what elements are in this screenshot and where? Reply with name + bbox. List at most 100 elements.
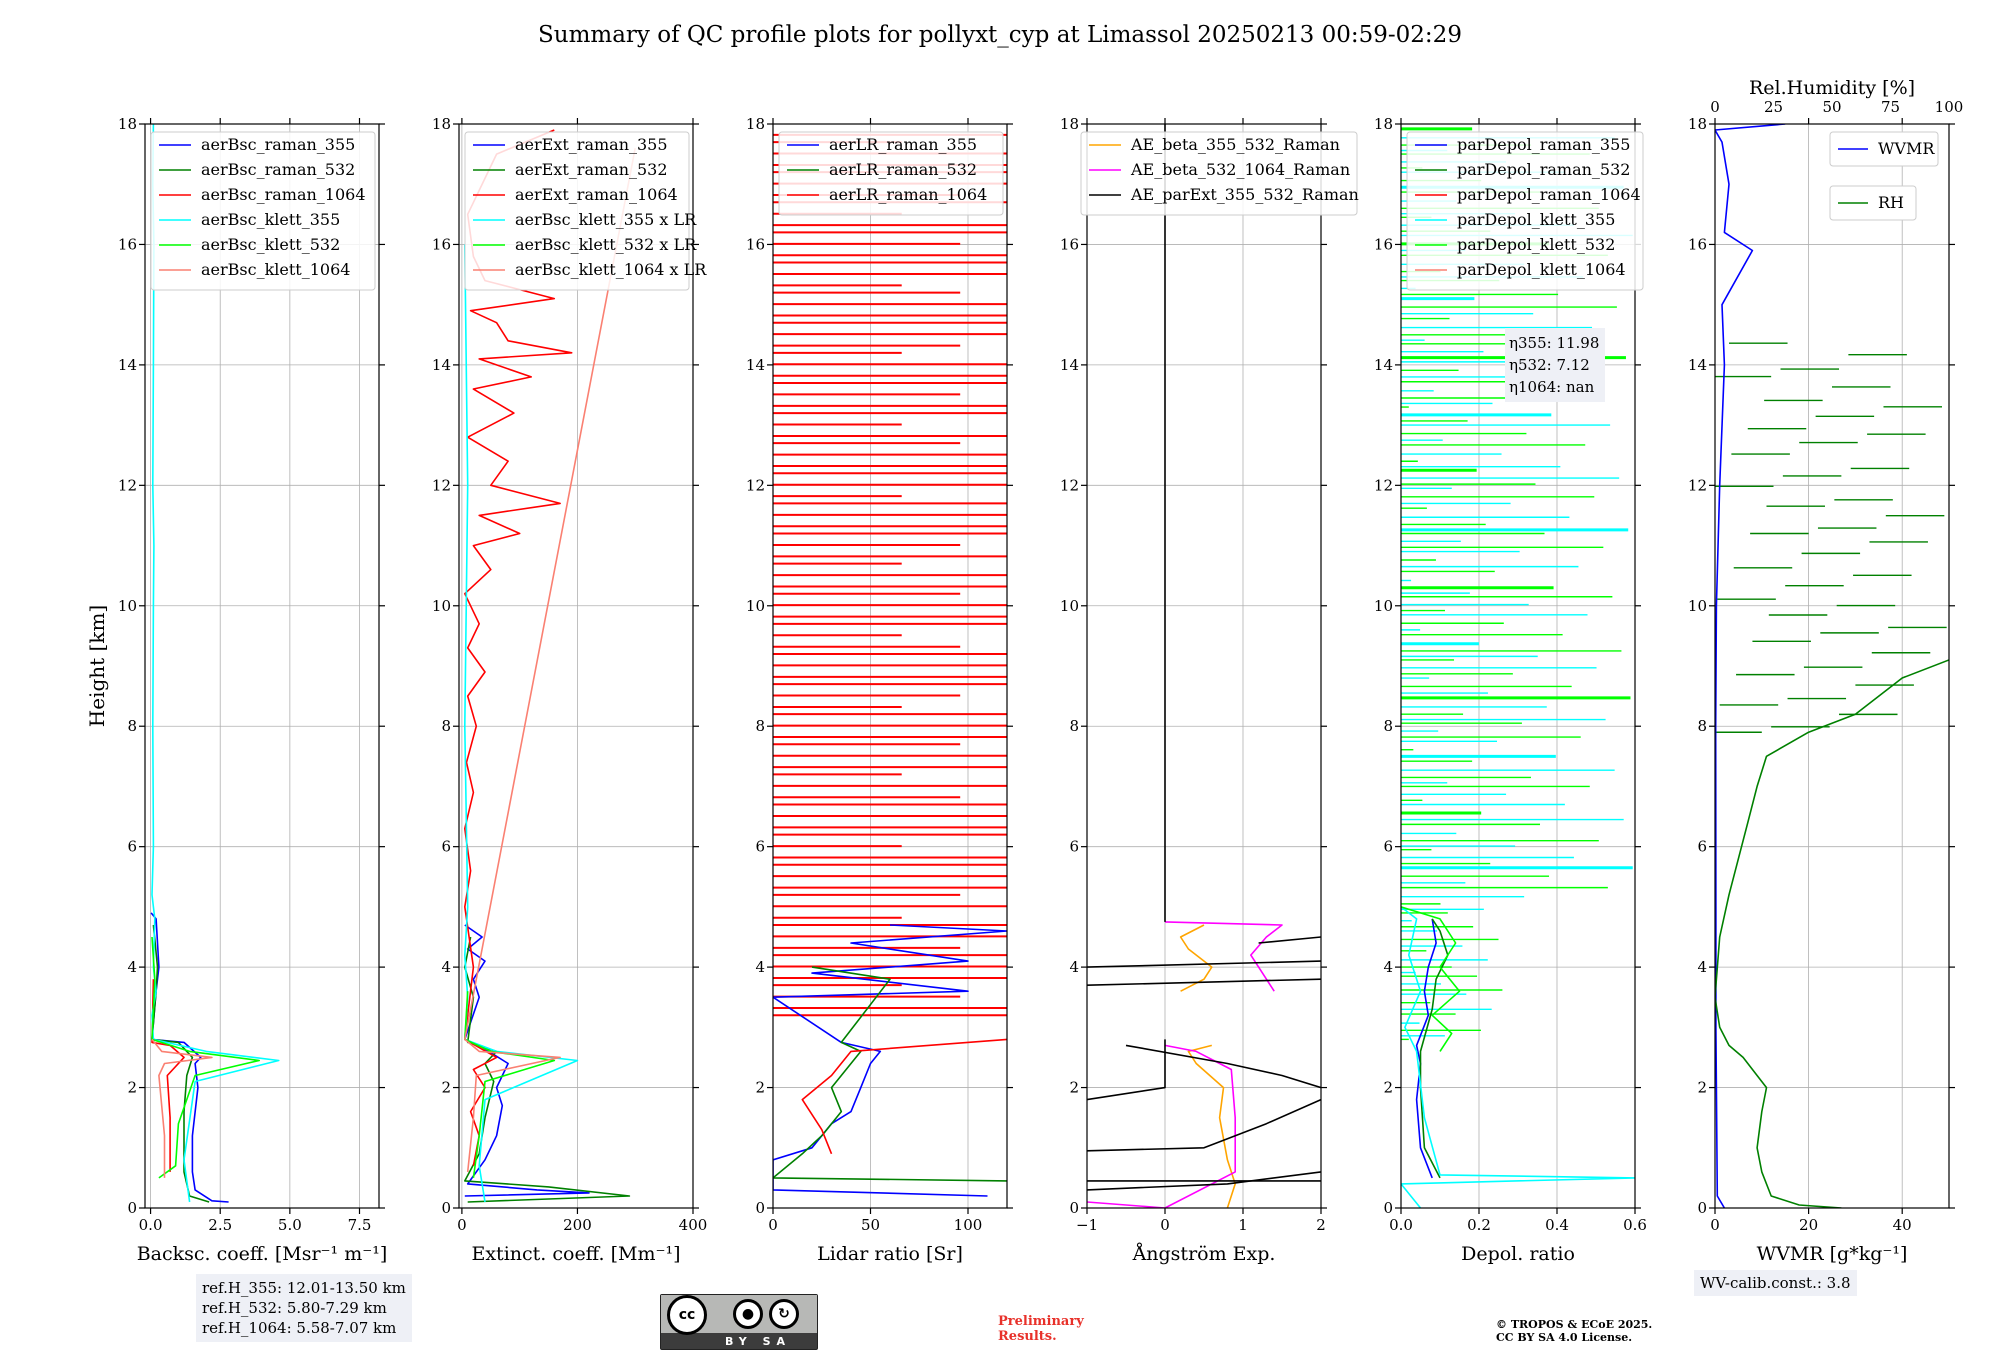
axes-frame bbox=[1086, 123, 1322, 1209]
series-AE_beta_532_1064_Raman bbox=[1164, 921, 1283, 992]
series-AE_parExt_355_532_Raman bbox=[1087, 978, 1321, 986]
legend-rh: RH bbox=[1829, 185, 1917, 221]
y-tick-label: 0 bbox=[1383, 1199, 1393, 1217]
wv-calibration-constant: WV-calib.const.: 3.8 bbox=[1694, 1270, 1857, 1296]
series-AE_beta_532_1064_Raman bbox=[1087, 1044, 1236, 1208]
series-aerBsc_raman_532 bbox=[151, 924, 210, 1203]
y-tick-label: 2 bbox=[1697, 1079, 1707, 1097]
plot-area-wv bbox=[1715, 124, 1949, 1208]
ref-height-355: ref.H_355: 12.01-13.50 km bbox=[202, 1279, 406, 1297]
series-aerBsc_klett_1064 bbox=[151, 1038, 213, 1178]
x-axis-label: Depol. ratio bbox=[1461, 1243, 1575, 1265]
x-tick-label: 40 bbox=[1893, 1216, 1912, 1234]
legend-label: AE_beta_532_1064_Raman bbox=[1130, 160, 1350, 179]
axes-frame bbox=[1400, 123, 1636, 1209]
reference-heights-box: ref.H_355: 12.01-13.50 km ref.H_532: 5.8… bbox=[196, 1274, 412, 1342]
y-tick-label: 18 bbox=[1060, 115, 1079, 133]
y-tick-label: 2 bbox=[1383, 1079, 1393, 1097]
series-AE_parExt_355_532_Raman bbox=[1125, 1044, 1321, 1089]
eta-value: η1064: nan bbox=[1509, 378, 1595, 396]
legend-box bbox=[1829, 131, 1939, 167]
y-tick-label: 8 bbox=[1697, 717, 1707, 735]
cc-icon: cc bbox=[667, 1295, 707, 1335]
series-aerExt_raman_1064 bbox=[463, 129, 573, 1166]
eta-value: η532: 7.12 bbox=[1509, 356, 1590, 374]
x-tick-label: 0 bbox=[1160, 1216, 1170, 1234]
legend-label: WVMR bbox=[1878, 139, 1935, 158]
y-tick-label: 6 bbox=[1069, 838, 1079, 856]
series-parDepol_raman_532 bbox=[1419, 918, 1449, 1179]
eta-value: η355: 11.98 bbox=[1509, 334, 1599, 352]
y-tick-label: 2 bbox=[127, 1079, 137, 1097]
y-tick-label: 6 bbox=[755, 838, 765, 856]
legend-box bbox=[150, 131, 376, 291]
top-tick-label: 25 bbox=[1764, 98, 1783, 116]
x-tick-label: 0 bbox=[768, 1216, 778, 1234]
x-tick-label: 2.5 bbox=[208, 1216, 232, 1234]
series-parDepol_raman_355 bbox=[1415, 918, 1437, 1179]
y-tick-label: 12 bbox=[1060, 476, 1079, 494]
top-tick-label: 100 bbox=[1935, 98, 1964, 116]
y-tick-label: 0 bbox=[755, 1199, 765, 1217]
ref-height-532: ref.H_532: 5.80-7.29 km bbox=[202, 1299, 387, 1317]
legend-label: AE_parExt_355_532_Raman bbox=[1130, 185, 1359, 204]
series-aerBsc_klett_532 bbox=[151, 936, 261, 1179]
legend-label: aerExt_raman_1064 bbox=[515, 185, 678, 204]
ref-height-1064: ref.H_1064: 5.58-7.07 km bbox=[202, 1319, 397, 1337]
y-tick-label: 8 bbox=[441, 717, 451, 735]
legend-depol: parDepol_raman_355 parDepol_raman_532 parD… bbox=[1406, 131, 1644, 291]
y-tick-label: 4 bbox=[127, 958, 137, 976]
panel-ext: 0 2 4 6 8 10 12 14 16 18 0 200 400 Extinct. coeff. [M… bbox=[432, 115, 707, 1265]
legend-label: aerExt_raman_532 bbox=[515, 160, 668, 179]
y-tick-label: 10 bbox=[1060, 597, 1079, 615]
x-tick-label: 0.4 bbox=[1545, 1216, 1569, 1234]
x-tick-label: 0.0 bbox=[1389, 1216, 1413, 1234]
legend-label: aerLR_raman_1064 bbox=[829, 185, 987, 204]
y-tick-label: 16 bbox=[118, 235, 137, 253]
legend-box bbox=[1080, 131, 1358, 216]
legend-label: aerBsc_raman_1064 bbox=[201, 185, 366, 204]
legend-label: aerBsc_klett_532 bbox=[201, 235, 340, 254]
legend-label: aerBsc_klett_532 x LR bbox=[515, 235, 697, 254]
y-tick-label: 10 bbox=[432, 597, 451, 615]
legend-label: aerLR_raman_532 bbox=[829, 160, 977, 179]
legend-wvmr: WVMR bbox=[1829, 131, 1939, 167]
series-aerLR_raman_532 bbox=[773, 966, 1007, 1182]
y-tick-label: 12 bbox=[1374, 476, 1393, 494]
y-tick-label: 14 bbox=[432, 356, 451, 374]
x-tick-label: 1 bbox=[1238, 1216, 1248, 1234]
y-tick-label: 6 bbox=[1697, 838, 1707, 856]
x-tick-label: 0.6 bbox=[1623, 1216, 1647, 1234]
series-aerBsc_klett_1064 x LR bbox=[463, 147, 636, 1172]
y-tick-label: 12 bbox=[432, 476, 451, 494]
series-AE_parExt_355_532_Raman bbox=[1087, 1039, 1166, 1101]
y-tick-label: 16 bbox=[1060, 235, 1079, 253]
legend-label: parDepol_raman_1064 bbox=[1457, 185, 1641, 204]
x-tick-label: 20 bbox=[1799, 1216, 1818, 1234]
axes-frame bbox=[144, 123, 380, 1209]
legend-label: aerBsc_klett_1064 x LR bbox=[515, 260, 707, 279]
y-tick-label: 0 bbox=[1697, 1199, 1707, 1217]
x-axis-label: Ångström Exp. bbox=[1132, 1243, 1276, 1265]
y-tick-label: 14 bbox=[1060, 356, 1079, 374]
plot-area-depol bbox=[1401, 127, 1635, 1208]
share-alike-icon: ↻ bbox=[769, 1299, 799, 1329]
y-tick-label: 6 bbox=[1383, 838, 1393, 856]
legend-label: parDepol_klett_1064 bbox=[1457, 260, 1626, 279]
y-tick-label: 12 bbox=[746, 476, 765, 494]
series-aerLR_raman_355 bbox=[773, 924, 1007, 1197]
y-tick-label: 6 bbox=[127, 838, 137, 856]
panel-depol: 0 2 4 6 8 10 12 14 16 18 0.0 0.2 0.4 0.6 Depol. ratio p… bbox=[1374, 115, 1647, 1265]
y-tick-label: 4 bbox=[1383, 958, 1393, 976]
x-tick-label: 100 bbox=[954, 1216, 983, 1234]
x-tick-label: 0.0 bbox=[139, 1216, 163, 1234]
y-tick-label: 2 bbox=[1069, 1079, 1079, 1097]
series-aerLR_raman_1064 bbox=[801, 1038, 1007, 1155]
legend-ext: aerExt_raman_355 aerExt_raman_532 aerExt_r… bbox=[464, 131, 707, 291]
x-tick-label: 400 bbox=[679, 1216, 708, 1234]
legend-box bbox=[778, 131, 1004, 216]
y-tick-label: 14 bbox=[1688, 356, 1707, 374]
legend-bsc: aerBsc_raman_355 aerBsc_raman_532 aerBsc_r… bbox=[150, 131, 376, 291]
x-axis-label: WVMR [g*kg⁻¹] bbox=[1757, 1243, 1908, 1265]
legend-label: aerBsc_raman_355 bbox=[201, 135, 355, 154]
